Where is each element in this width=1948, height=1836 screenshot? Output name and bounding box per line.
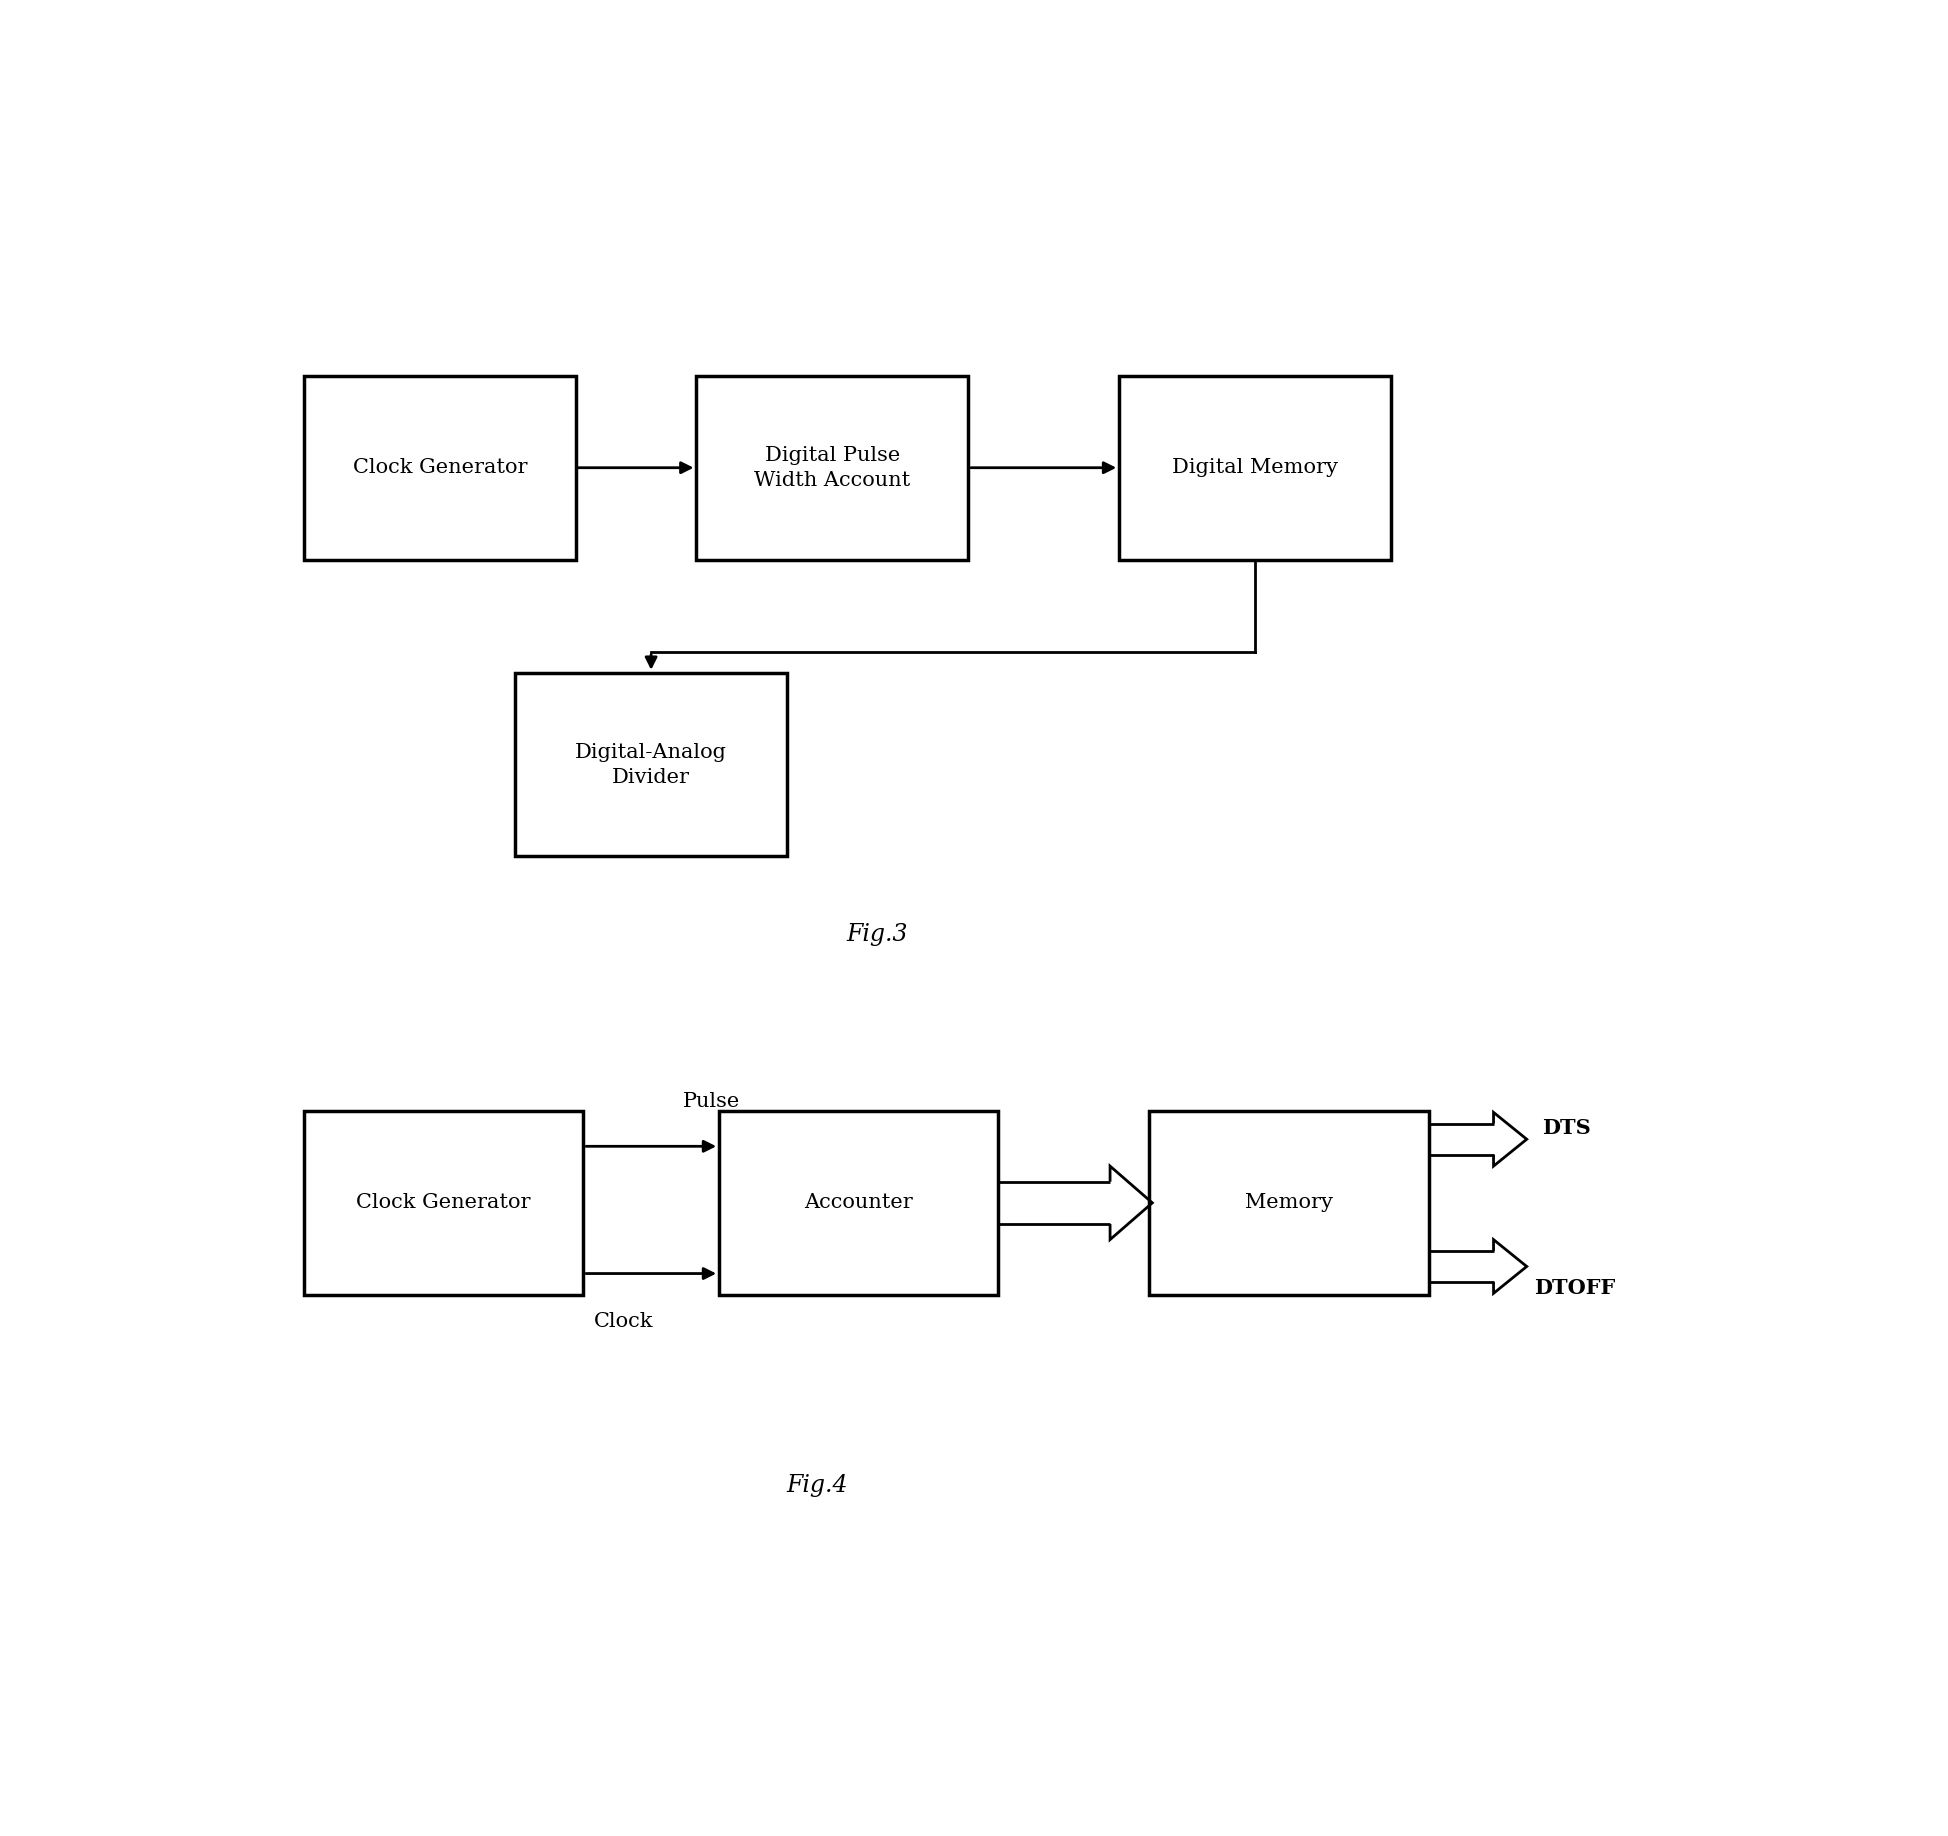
Bar (304, 376, 577, 560)
Text: Fig.4: Fig.4 (787, 1474, 847, 1496)
Text: Memory: Memory (1245, 1193, 1332, 1212)
Text: Fig.3: Fig.3 (847, 924, 908, 946)
Text: Digital-Analog
Divider: Digital-Analog Divider (575, 742, 727, 786)
Bar (1149, 1111, 1428, 1294)
Text: Clock: Clock (594, 1311, 653, 1331)
Text: Digital Pulse
Width Account: Digital Pulse Width Account (754, 446, 910, 490)
Bar (719, 1111, 997, 1294)
Text: Clock Generator: Clock Generator (353, 459, 528, 477)
Text: Clock Generator: Clock Generator (356, 1193, 530, 1212)
Bar (514, 672, 787, 856)
Bar (1118, 376, 1391, 560)
Bar (697, 376, 968, 560)
Text: Digital Memory: Digital Memory (1173, 459, 1338, 477)
Text: Pulse: Pulse (684, 1092, 740, 1111)
Text: DTOFF: DTOFF (1535, 1278, 1615, 1298)
Text: Accounter: Accounter (805, 1193, 914, 1212)
Bar (304, 1111, 582, 1294)
Text: DTS: DTS (1543, 1118, 1592, 1138)
